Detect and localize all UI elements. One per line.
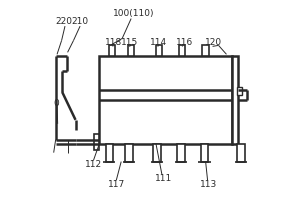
Bar (237, 144, 245, 162)
Text: 114: 114 (150, 38, 167, 47)
Text: 210: 210 (71, 17, 89, 26)
Bar (106, 144, 113, 162)
Text: 120: 120 (205, 38, 222, 47)
Bar (94, 134, 99, 150)
Bar (125, 144, 133, 162)
Bar (128, 45, 134, 56)
Bar (156, 45, 162, 56)
Text: 0: 0 (53, 99, 59, 108)
Text: 118: 118 (105, 38, 122, 47)
Text: 100(110): 100(110) (113, 9, 155, 18)
Text: 112: 112 (85, 160, 102, 169)
Text: 220: 220 (56, 17, 73, 26)
Bar (177, 144, 184, 162)
Bar (99, 56, 232, 144)
Text: 117: 117 (108, 180, 125, 189)
Bar (109, 45, 116, 56)
Text: 111: 111 (155, 174, 172, 183)
Bar (202, 45, 209, 56)
Bar (153, 144, 161, 162)
Bar (178, 45, 185, 56)
Text: 115: 115 (121, 38, 138, 47)
Text: 116: 116 (176, 38, 193, 47)
Bar (237, 87, 242, 95)
Bar (232, 56, 238, 144)
Text: 113: 113 (200, 180, 217, 189)
Bar (201, 144, 208, 162)
